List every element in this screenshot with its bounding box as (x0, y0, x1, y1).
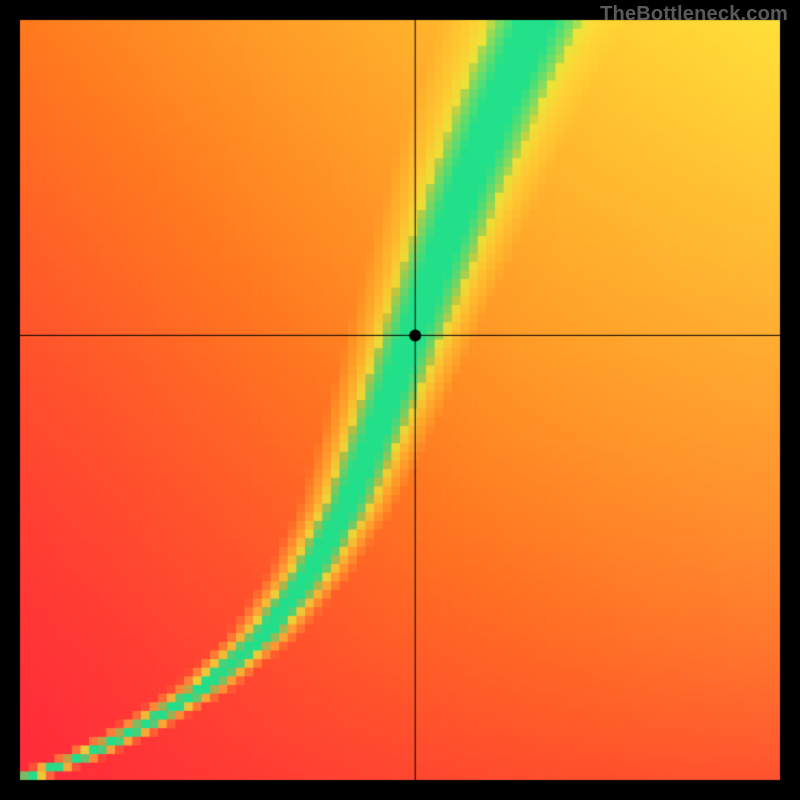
bottleneck-heatmap (0, 0, 800, 800)
plot-container (0, 0, 800, 800)
watermark-text: TheBottleneck.com (600, 3, 788, 26)
chart-frame: TheBottleneck.com (0, 0, 800, 800)
